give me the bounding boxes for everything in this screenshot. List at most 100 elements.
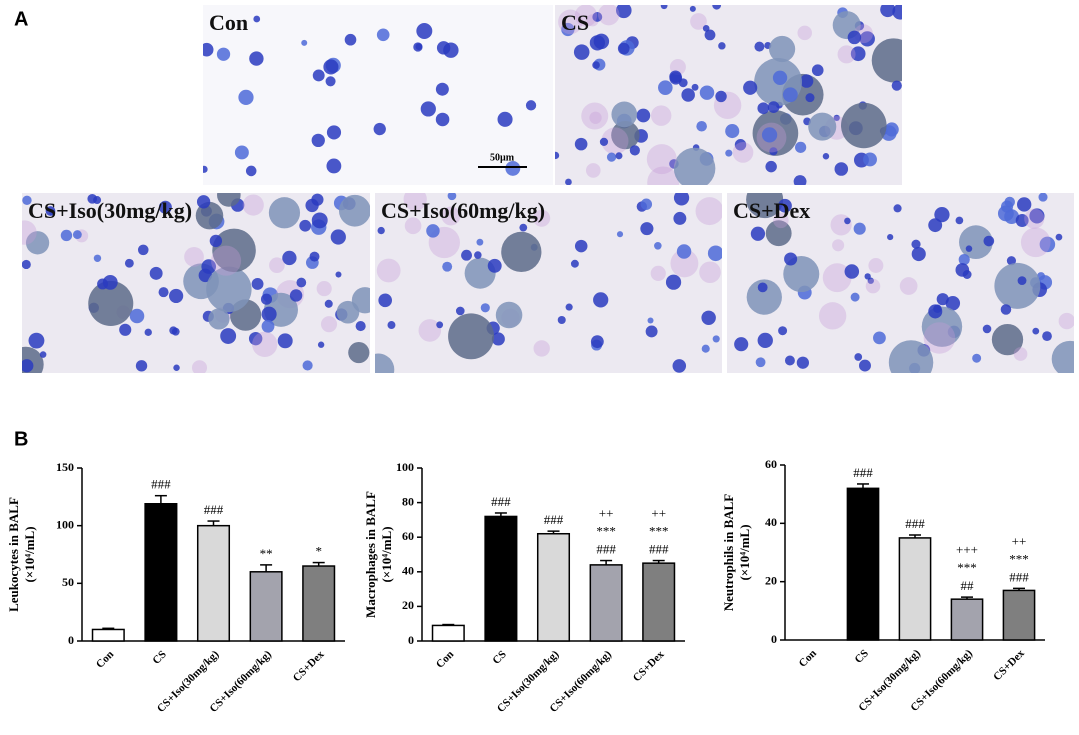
cell — [654, 241, 662, 250]
cell — [570, 259, 579, 268]
cell-halo — [533, 209, 551, 227]
cell — [1032, 327, 1040, 335]
cell — [673, 147, 716, 185]
cell — [25, 231, 50, 255]
cell — [859, 31, 875, 47]
y-tick-label: 40 — [765, 515, 777, 529]
cell-halo — [797, 25, 812, 41]
cell — [326, 158, 342, 174]
cell — [658, 80, 673, 95]
cell — [945, 296, 961, 311]
cell — [561, 22, 575, 37]
scale-bar-label: 50µm — [490, 152, 515, 163]
cell — [72, 230, 82, 239]
cell — [1017, 276, 1027, 286]
cell — [447, 193, 457, 201]
cell-halo — [316, 281, 332, 297]
cell — [299, 219, 312, 232]
cell — [1051, 340, 1074, 373]
y-tick-label: 0 — [408, 633, 414, 647]
significance-label: ## — [961, 578, 975, 593]
cell — [793, 175, 807, 185]
cell-halo — [646, 144, 677, 175]
cell — [261, 319, 275, 333]
significance-label: *** — [649, 524, 669, 539]
cell — [888, 340, 934, 373]
cell — [955, 263, 970, 277]
significance-label: ### — [151, 477, 171, 492]
cell — [725, 124, 740, 139]
cell — [636, 108, 651, 123]
cell-halo — [441, 206, 461, 226]
cell — [784, 355, 795, 366]
cell-halo — [899, 277, 918, 295]
cell — [699, 85, 715, 100]
cell — [195, 201, 224, 230]
bar — [484, 515, 518, 642]
cell — [282, 250, 297, 266]
bar — [642, 562, 676, 642]
x-tick-label: CS+Dex — [631, 648, 667, 684]
y-tick-label: 20 — [402, 598, 414, 612]
cell — [757, 102, 770, 115]
cell — [436, 321, 444, 329]
cell — [311, 212, 328, 229]
cell — [415, 43, 423, 51]
cell — [755, 357, 766, 368]
cell-halo — [695, 197, 722, 226]
cell — [124, 258, 134, 268]
cell — [557, 315, 566, 325]
cell — [1038, 193, 1048, 202]
significance-label: ### — [649, 542, 669, 557]
cell-halo — [699, 261, 721, 284]
cell — [834, 162, 849, 176]
cell-halo — [320, 316, 338, 333]
cell-halo — [670, 249, 699, 278]
cell — [850, 46, 866, 62]
micrograph-content — [727, 193, 1074, 373]
cell — [326, 125, 342, 140]
cell — [590, 335, 604, 349]
cell — [158, 200, 172, 214]
cell — [765, 160, 777, 173]
cell — [373, 122, 386, 136]
micrograph — [22, 193, 370, 373]
cell — [767, 101, 780, 113]
cell — [725, 149, 733, 157]
cell — [435, 112, 450, 127]
cell — [209, 234, 223, 248]
significance-label: ++ — [599, 506, 614, 521]
cell — [169, 326, 178, 335]
cell — [782, 87, 798, 103]
cell — [455, 306, 465, 316]
micrograph-content — [203, 5, 553, 185]
cell — [220, 328, 237, 344]
cell — [198, 268, 213, 283]
significance-label: *** — [1009, 551, 1029, 566]
significance-label: ### — [491, 494, 511, 509]
cell — [972, 353, 982, 363]
cell-halo — [404, 217, 422, 235]
cell-halo — [184, 247, 204, 267]
cell — [994, 262, 1041, 309]
bar — [950, 598, 984, 641]
cell-halo — [589, 111, 602, 124]
cell — [593, 292, 609, 308]
cell-halo — [269, 257, 285, 274]
cell — [149, 266, 163, 280]
cell — [435, 82, 449, 96]
cell — [754, 41, 765, 52]
cell — [491, 332, 505, 346]
cell — [734, 337, 749, 352]
cell — [871, 38, 902, 83]
cell — [495, 301, 523, 329]
cell — [841, 102, 887, 149]
cell — [712, 335, 720, 343]
cell — [887, 233, 894, 241]
cell — [335, 271, 342, 278]
cell — [844, 217, 851, 225]
micrograph-content — [555, 5, 902, 185]
cell — [277, 333, 293, 349]
cell — [476, 238, 484, 246]
cell — [850, 292, 860, 302]
